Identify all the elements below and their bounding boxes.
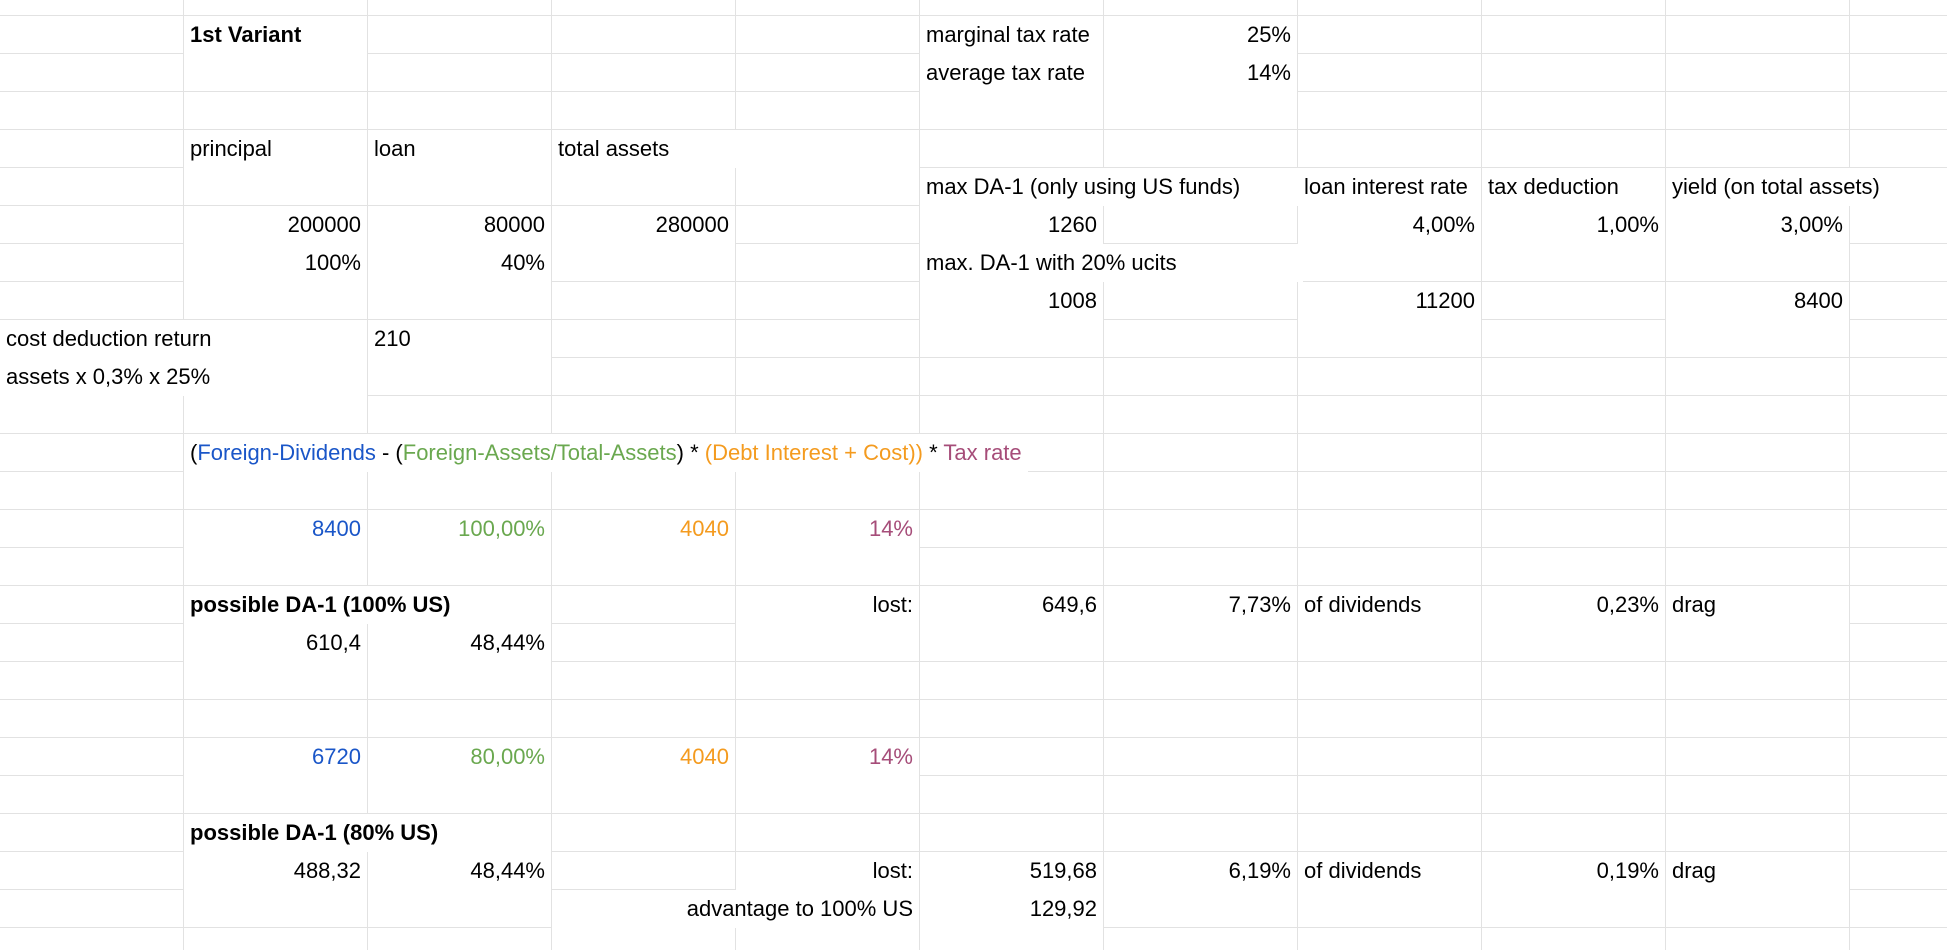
max-da1-value[interactable]: 1260 xyxy=(920,206,1103,244)
s80-drag-percent[interactable]: 0,19% xyxy=(1482,852,1665,890)
tax-deduction-header[interactable]: tax deduction xyxy=(1482,168,1665,206)
max-da1-ucits-label[interactable]: max. DA-1 with 20% ucits xyxy=(920,244,1303,282)
column-divider xyxy=(551,0,552,950)
total-assets-header[interactable]: total assets xyxy=(552,130,919,168)
s100-lost-value[interactable]: 649,6 xyxy=(920,586,1103,624)
s100-drag-percent[interactable]: 0,23% xyxy=(1482,586,1665,624)
column-divider xyxy=(1297,0,1298,950)
s100-lost-percent[interactable]: 7,73% xyxy=(1104,586,1297,624)
formula-debt-interest: (Debt Interest + Cost)) xyxy=(704,440,923,465)
s80-dividends[interactable]: 6720 xyxy=(184,738,367,776)
marginal-tax-rate-value[interactable]: 25% xyxy=(1104,16,1297,54)
yield-value[interactable]: 3,00% xyxy=(1666,206,1849,244)
s100-drag-label[interactable]: drag xyxy=(1666,586,1849,624)
principal-header[interactable]: principal xyxy=(184,130,367,168)
average-tax-rate-value[interactable]: 14% xyxy=(1104,54,1297,92)
loan-interest-rate-header[interactable]: loan interest rate xyxy=(1298,168,1481,206)
row-divider xyxy=(0,15,1947,16)
column-divider xyxy=(735,0,736,950)
loan-value[interactable]: 80000 xyxy=(368,206,551,244)
tax-deduction-value[interactable]: 1,00% xyxy=(1482,206,1665,244)
row-divider xyxy=(0,775,1947,776)
row-divider xyxy=(0,167,1947,168)
row-divider xyxy=(0,129,1947,130)
yield-header[interactable]: yield (on total assets) xyxy=(1666,168,1947,206)
row-divider xyxy=(0,395,1947,396)
row-divider xyxy=(0,737,1947,738)
formula-tax-rate: Tax rate xyxy=(943,440,1022,465)
row-divider xyxy=(0,813,1947,814)
s80-interest-cost[interactable]: 4040 xyxy=(552,738,735,776)
total-assets-value[interactable]: 280000 xyxy=(552,206,735,244)
s80-lost-percent[interactable]: 6,19% xyxy=(1104,852,1297,890)
variant-title-cell[interactable]: 1st Variant xyxy=(184,16,367,54)
column-divider xyxy=(1665,0,1666,950)
row-divider xyxy=(0,509,1947,510)
s100-da1-percent[interactable]: 48,44% xyxy=(368,624,551,662)
cost-deduction-label[interactable]: cost deduction return xyxy=(0,320,367,358)
s100-da1-value[interactable]: 610,4 xyxy=(184,624,367,662)
principal-percent[interactable]: 100% xyxy=(184,244,367,282)
s100-dividends[interactable]: 8400 xyxy=(184,510,367,548)
s80-of-dividends[interactable]: of dividends xyxy=(1298,852,1481,890)
s80-da1-value[interactable]: 488,32 xyxy=(184,852,367,890)
s100-interest-cost[interactable]: 4040 xyxy=(552,510,735,548)
formula-foreign-dividends: Foreign-Dividends xyxy=(197,440,376,465)
column-divider xyxy=(919,0,920,950)
s80-tax[interactable]: 14% xyxy=(736,738,919,776)
s80-lost-label[interactable]: lost: xyxy=(736,852,919,890)
s80-drag-label[interactable]: drag xyxy=(1666,852,1849,890)
s100-lost-label[interactable]: lost: xyxy=(736,586,919,624)
cost-deduction-note[interactable]: assets x 0,3% x 25% xyxy=(0,358,367,396)
s100-ratio[interactable]: 100,00% xyxy=(368,510,551,548)
yield-amount[interactable]: 8400 xyxy=(1666,282,1849,320)
loan-percent[interactable]: 40% xyxy=(368,244,551,282)
formula-minus-open: - ( xyxy=(375,440,403,465)
s100-of-dividends[interactable]: of dividends xyxy=(1298,586,1481,624)
max-da1-ucits-value[interactable]: 1008 xyxy=(920,282,1103,320)
row-divider xyxy=(0,699,1947,700)
s100-title[interactable]: possible DA-1 (100% US) xyxy=(184,586,551,624)
column-divider xyxy=(367,0,368,950)
principal-value[interactable]: 200000 xyxy=(184,206,367,244)
row-divider xyxy=(0,661,1947,662)
s80-title[interactable]: possible DA-1 (80% US) xyxy=(184,814,551,852)
row-divider xyxy=(0,547,1947,548)
average-tax-rate-label[interactable]: average tax rate xyxy=(920,54,1103,92)
row-divider xyxy=(0,851,1947,852)
row-divider xyxy=(0,585,1947,586)
formula-cell[interactable]: (Foreign-Dividends - (Foreign-Assets/Tot… xyxy=(184,434,1028,472)
column-divider xyxy=(1481,0,1482,950)
loan-header[interactable]: loan xyxy=(368,130,551,168)
formula-close-times: ) * xyxy=(676,440,705,465)
advantage-value[interactable]: 129,92 xyxy=(920,890,1103,928)
formula-foreign-assets: Foreign-Assets/Total-Assets xyxy=(402,440,677,465)
s80-lost-value[interactable]: 519,68 xyxy=(920,852,1103,890)
formula-open: ( xyxy=(190,440,198,465)
loan-interest-amount[interactable]: 11200 xyxy=(1298,282,1481,320)
row-divider xyxy=(0,433,1947,434)
s80-ratio[interactable]: 80,00% xyxy=(368,738,551,776)
max-da1-header[interactable]: max DA-1 (only using US funds) xyxy=(920,168,1303,206)
column-divider xyxy=(183,0,184,950)
row-divider xyxy=(0,357,1947,358)
column-divider xyxy=(1103,0,1104,950)
column-divider xyxy=(1849,0,1850,950)
advantage-label[interactable]: advantage to 100% US xyxy=(552,890,919,928)
s80-da1-percent[interactable]: 48,44% xyxy=(368,852,551,890)
cost-deduction-value[interactable]: 210 xyxy=(368,320,551,358)
marginal-tax-rate-label[interactable]: marginal tax rate xyxy=(920,16,1103,54)
s100-tax[interactable]: 14% xyxy=(736,510,919,548)
loan-interest-rate-value[interactable]: 4,00% xyxy=(1298,206,1481,244)
formula-times: * xyxy=(923,440,944,465)
